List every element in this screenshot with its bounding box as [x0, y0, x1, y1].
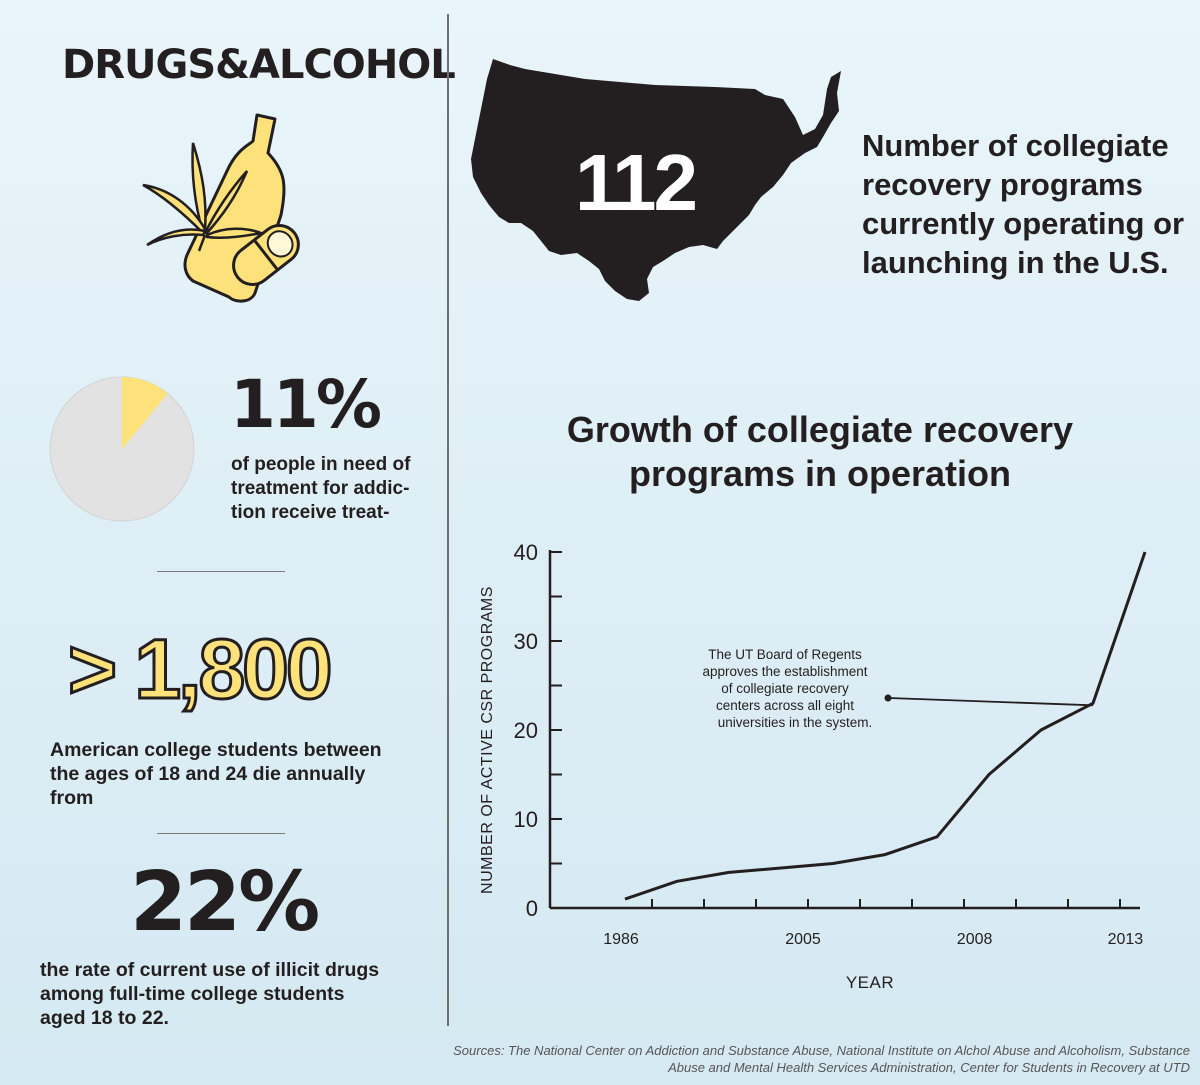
x-tick-label: 2005 — [785, 931, 821, 948]
deaths-caption-line: the ages of 18 and 24 die annually — [50, 763, 366, 785]
section-divider — [157, 571, 285, 572]
annotation-text-line: centers across all eight — [716, 698, 854, 713]
y-tick-label: 0 — [526, 896, 538, 921]
y-axis-label: NUMBER OF ACTIVE CSR PROGRAMS — [479, 586, 496, 894]
drug-use-caption-line: among full-time college students — [40, 983, 345, 1005]
y-tick-label: 10 — [514, 807, 538, 832]
drug-use-caption-line: aged 18 to 22. — [40, 1007, 169, 1029]
cannabis-leaf-icon — [142, 142, 266, 252]
y-tick-label: 20 — [514, 718, 538, 743]
treatment-caption: of people in need of treatment for addic… — [231, 453, 410, 525]
treatment-caption-line: treatment for addic- — [231, 478, 410, 499]
annotation-text-line: universities in the system. — [718, 715, 873, 730]
programs-count: 112 — [575, 138, 696, 227]
treatment-value: 11% — [230, 366, 382, 443]
treatment-caption-line: of people in need of — [231, 454, 411, 475]
x-tick-label: 1986 — [603, 931, 639, 948]
annotation-text-line: approves the establishment — [702, 664, 867, 679]
deaths-caption-line: from — [50, 787, 94, 809]
us-map-icon: 112 — [471, 59, 841, 301]
x-axis-label: YEAR — [846, 973, 894, 992]
series-line — [624, 551, 1147, 901]
column-divider — [447, 14, 449, 1026]
annotation-text-line: The UT Board of Regents — [708, 647, 862, 662]
treatment-caption-line: tion receive treat- — [231, 502, 390, 523]
drug-use-caption-line: the rate of current use of illicit drugs — [40, 959, 380, 981]
pill-icon — [232, 224, 300, 286]
page-title: DRUGS&ALCOHOL — [62, 42, 456, 88]
y-tick-label: 30 — [514, 629, 538, 654]
drug-use-value: 22% — [130, 855, 320, 950]
growth-line-chart: 0 10 20 30 40 1986 2005 2008 2013 YEAR NUMBER OF A… — [479, 540, 1147, 992]
pie-slice-treated — [122, 377, 168, 449]
deaths-value: > 1,800 — [68, 622, 330, 716]
drug-use-caption: the rate of current use of illicit drugs… — [40, 958, 379, 1030]
deaths-value-graphic: > 1,800 — [67, 621, 335, 718]
drugs-alcohol-illustration — [142, 113, 300, 303]
y-tick-label: 40 — [514, 540, 538, 565]
annotation-leader — [887, 697, 1094, 707]
sources-note: Sources: The National Center on Addictio… — [453, 1043, 1190, 1075]
deaths-caption-line: American college students between — [50, 739, 382, 761]
x-tick-label: 2013 — [1108, 931, 1144, 948]
x-tick-label: 2008 — [957, 931, 993, 948]
programs-caption: Number of collegiate recovery programs c… — [862, 128, 1185, 280]
annotation-text-line: of collegiate recovery — [721, 681, 849, 696]
annotation-dot — [884, 694, 892, 702]
treatment-pie — [49, 376, 195, 522]
deaths-caption: American college students between the ag… — [50, 738, 382, 810]
chart-title: Growth of collegiate recovery programs i… — [566, 409, 1074, 494]
section-divider — [157, 833, 285, 834]
